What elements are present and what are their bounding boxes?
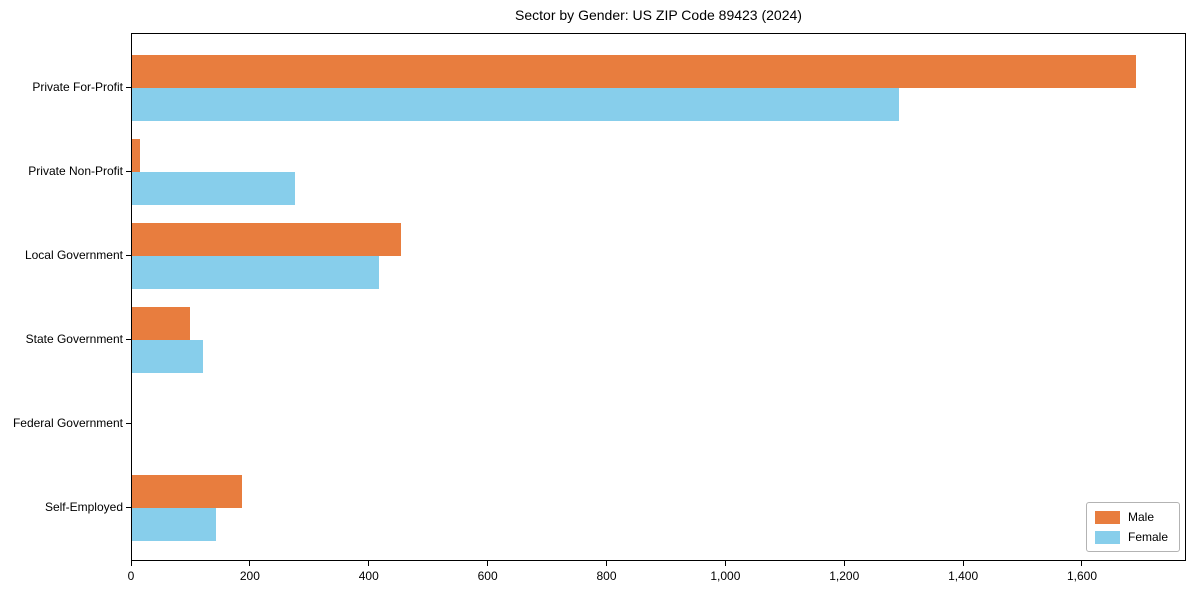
- x-axis-tick: [130, 561, 132, 566]
- x-axis-tick: [843, 561, 845, 566]
- bar-female-3: [132, 340, 203, 373]
- x-axis-tick-label: 200: [239, 569, 260, 583]
- y-axis-tick-marks: [126, 33, 131, 561]
- y-axis-label: Self-Employed: [44, 500, 123, 514]
- x-axis-tick-label: 800: [596, 569, 617, 583]
- legend-label: Male: [1127, 510, 1154, 524]
- legend-swatch-male: [1094, 510, 1120, 524]
- bar-female-0: [132, 88, 899, 121]
- x-axis-tick-label: 1,400: [948, 569, 979, 583]
- y-axis-tick: [126, 338, 131, 340]
- y-axis-tick: [126, 506, 131, 508]
- x-axis-tick: [487, 561, 489, 566]
- legend: Male Female: [1085, 502, 1180, 552]
- y-axis-labels: Private For-Profit Private Non-Profit Loca…: [0, 33, 123, 561]
- plot-area: Male Female: [131, 33, 1186, 561]
- x-axis-tick-label: 1,000: [710, 569, 741, 583]
- x-axis-tick-label: 1,200: [829, 569, 860, 583]
- bars-layer: [132, 34, 1185, 560]
- y-axis-tick: [126, 254, 131, 256]
- bar-female-2: [132, 256, 380, 289]
- y-axis-label: Local Government: [24, 248, 123, 262]
- legend-swatch-female: [1094, 530, 1120, 544]
- bar-male-5: [132, 475, 242, 508]
- x-axis: 0 200 400 600 800 1,000 1,200 1,400 1,600: [128, 561, 1186, 591]
- legend-item-male: Male: [1094, 510, 1168, 524]
- y-axis-tick: [126, 86, 131, 88]
- legend-label: Female: [1127, 530, 1168, 544]
- legend-item-female: Female: [1094, 530, 1168, 544]
- y-axis-label: Private Non-Profit: [28, 164, 123, 178]
- x-axis-tick: [368, 561, 370, 566]
- x-axis-tick: [1081, 561, 1083, 566]
- bar-male-3: [132, 307, 191, 340]
- chart-title: Sector by Gender: US ZIP Code 89423 (202…: [515, 7, 802, 23]
- x-axis-tick-label: 1,600: [1066, 569, 1097, 583]
- bar-male-2: [132, 223, 402, 256]
- x-axis-tick-label: 600: [477, 569, 498, 583]
- x-axis-tick: [724, 561, 726, 566]
- bar-male-0: [132, 55, 1137, 88]
- y-axis-label: Private For-Profit: [32, 80, 123, 94]
- x-axis-tick: [249, 561, 251, 566]
- y-axis-label: State Government: [25, 332, 123, 346]
- x-axis-tick-label: 0: [127, 569, 135, 583]
- bar-male-1: [132, 139, 140, 172]
- x-axis-tick: [605, 561, 607, 566]
- y-axis-label: Federal Government: [12, 416, 123, 430]
- bar-female-1: [132, 172, 295, 205]
- bar-female-5: [132, 508, 216, 541]
- x-axis-tick-label: 400: [358, 569, 379, 583]
- y-axis-tick: [126, 422, 131, 424]
- x-axis-tick: [962, 561, 964, 566]
- y-axis-tick: [126, 170, 131, 172]
